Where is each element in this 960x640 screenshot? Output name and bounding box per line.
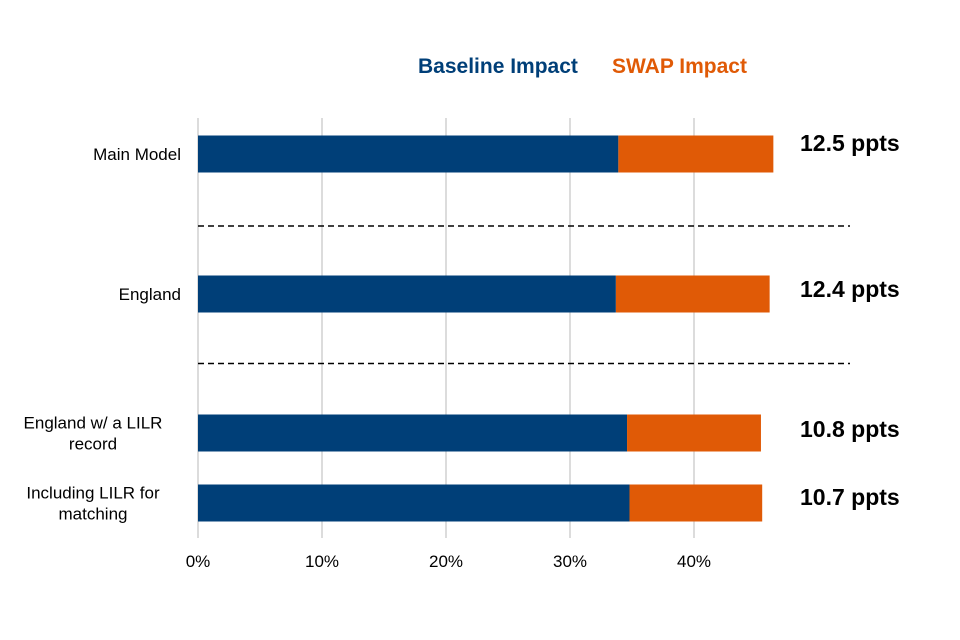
swap-impact-bar	[627, 414, 761, 452]
swap-impact-bar	[618, 135, 774, 173]
x-tick-label: 10%	[305, 552, 339, 571]
legend-entry: Baseline Impact	[418, 55, 578, 78]
legend-entry: SWAP Impact	[612, 55, 747, 78]
bars	[198, 135, 774, 522]
data-label: 12.5 ppts	[800, 130, 900, 156]
data-label: 12.4 ppts	[800, 276, 900, 302]
category-label: Main Model	[93, 145, 181, 164]
x-tick-label: 20%	[429, 552, 463, 571]
x-tick-label: 40%	[677, 552, 711, 571]
x-tick-label: 30%	[553, 552, 587, 571]
category-label: matching	[59, 505, 128, 524]
swap-impact-bar	[629, 484, 763, 522]
gridlines	[197, 118, 695, 538]
data-label: 10.7 ppts	[800, 484, 900, 510]
data-label: 10.8 ppts	[800, 416, 900, 442]
baseline-impact-bar	[198, 275, 616, 313]
legend: Baseline Impact SWAP Impact	[418, 55, 747, 78]
category-label: England	[119, 285, 181, 304]
category-label: England w/ a LILR	[24, 414, 163, 433]
category-label: Including LILR for	[26, 484, 160, 503]
group-separators	[198, 225, 850, 365]
baseline-impact-bar	[198, 414, 628, 452]
category-labels: Main Model England England w/ a LILR record…	[24, 145, 181, 524]
x-tick-labels: 0% 10% 20% 30% 40%	[186, 552, 711, 571]
baseline-impact-bar	[198, 484, 630, 522]
swap-impact-bar	[615, 275, 770, 313]
baseline-impact-bar	[198, 135, 619, 173]
category-label: record	[69, 435, 117, 454]
data-labels: 12.5 ppts 12.4 ppts 10.8 ppts 10.7 ppts	[800, 130, 900, 510]
x-tick-label: 0%	[186, 552, 211, 571]
